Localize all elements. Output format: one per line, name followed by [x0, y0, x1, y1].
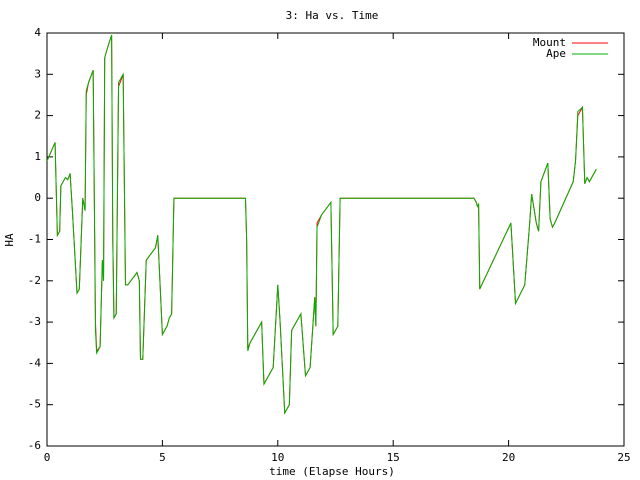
- plot-border: [46, 32, 625, 447]
- y-tick-label: -3: [28, 315, 41, 328]
- y-tick-label: -2: [28, 274, 41, 287]
- x-tick-label: 10: [271, 451, 284, 464]
- chart-title: 3: Ha vs. Time: [286, 9, 379, 22]
- x-tick-label: 5: [159, 451, 166, 464]
- y-tick-label: 2: [34, 109, 41, 122]
- y-tick-label: -5: [28, 398, 41, 411]
- legend-label: Ape: [546, 47, 566, 60]
- x-tick-label: 20: [502, 451, 515, 464]
- y-tick-label: -4: [28, 356, 42, 369]
- y-tick-label: 3: [34, 67, 41, 80]
- x-tick-label: 0: [44, 451, 51, 464]
- y-axis-label: HA: [3, 233, 16, 247]
- series-line: [46, 34, 597, 415]
- y-tick-label: 0: [34, 191, 41, 204]
- x-tick-label: 15: [387, 451, 400, 464]
- y-tick-label: -6: [28, 439, 41, 452]
- x-axis-label: time (Elapse Hours): [269, 465, 395, 478]
- series-line: [46, 34, 597, 415]
- y-tick-label: 1: [34, 150, 41, 163]
- y-tick-label: 4: [34, 26, 41, 39]
- legend-label: Mount: [533, 36, 566, 49]
- y-tick-label: -1: [28, 233, 41, 246]
- x-tick-label: 25: [617, 451, 630, 464]
